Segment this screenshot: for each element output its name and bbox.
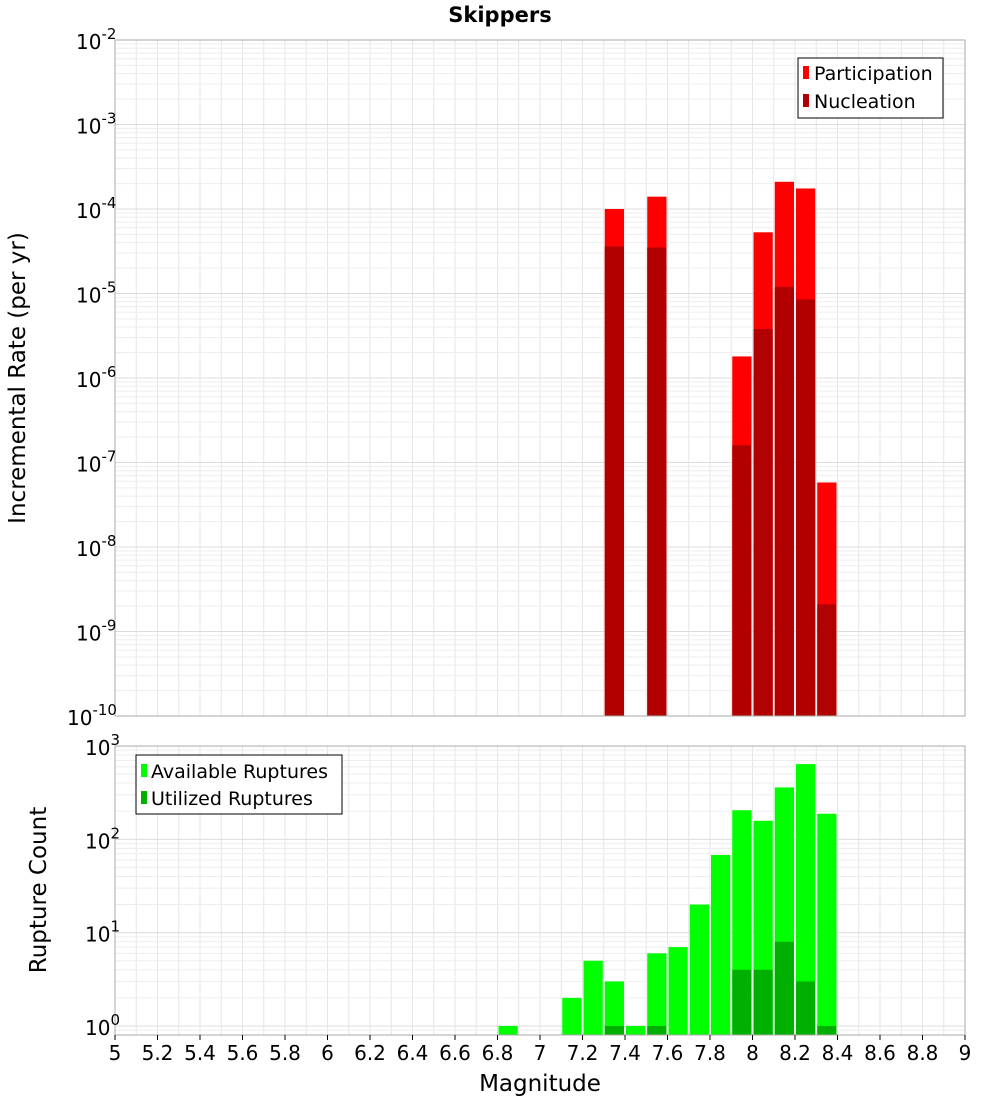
rate-bars <box>604 181 837 717</box>
legend-nucleation-swatch <box>803 94 809 107</box>
bar-available-ruptures <box>796 764 816 1035</box>
bar-utilized-ruptures <box>753 969 773 1035</box>
bar-utilized-ruptures <box>732 969 752 1035</box>
rate-y-axis-title: Incremental Rate (per yr) <box>5 232 31 524</box>
x-tick-label: 7.6 <box>652 1041 684 1065</box>
y-tick-label: 10-7 <box>76 448 116 477</box>
x-tick-label: 8.8 <box>907 1041 939 1065</box>
bar-available-ruptures <box>498 1025 518 1035</box>
bar-available-ruptures <box>626 1025 646 1035</box>
bar-nucleation <box>732 445 752 716</box>
x-tick-label: 7.2 <box>567 1041 599 1065</box>
y-tick-label: 10-10 <box>67 701 117 730</box>
rate-panel: 10-10 10-9 10-8 10-7 10-6 10-5 10-4 10-3 10-2 In… <box>5 25 966 730</box>
legend-participation-swatch <box>803 66 809 79</box>
y-tick-label: 10-5 <box>76 279 116 308</box>
bar-available-ruptures <box>647 953 667 1035</box>
legend-utilized-swatch <box>141 791 147 804</box>
count-legend: Available Ruptures Utilized Ruptures <box>135 754 343 815</box>
rate-plot-frame <box>114 39 966 717</box>
bar-available-ruptures <box>562 997 582 1035</box>
legend-available-label: Available Ruptures <box>151 761 328 783</box>
x-tick-label: 5.4 <box>184 1041 216 1065</box>
x-tick-label: 6.6 <box>439 1041 471 1065</box>
legend-participation-label: Participation <box>814 63 933 85</box>
magnitude-x-ticks: 5 5.2 5.4 5.6 5.8 6 6.2 6.4 6.6 6.8 7 7.2 7.4 7.6 7.8 8… <box>109 1035 972 1065</box>
count-panel: 100 101 102 103 5 5.2 5.4 5.6 5.8 6 6.2 6.4 6.6 6.8 7… <box>26 731 971 1097</box>
x-tick-label: 8 <box>746 1041 759 1065</box>
rate-legend-box <box>797 57 944 119</box>
y-tick-label: 103 <box>85 731 120 760</box>
bar-available-ruptures <box>817 813 837 1035</box>
x-tick-label: 7 <box>534 1041 547 1065</box>
x-axis-title: Magnitude <box>479 1071 601 1097</box>
bar-utilized-ruptures <box>796 981 816 1035</box>
bar-utilized-ruptures <box>647 1025 667 1035</box>
x-tick-label: 7.8 <box>694 1041 726 1065</box>
y-tick-label: 10-4 <box>76 194 116 223</box>
count-y-axis-title: Rupture Count <box>26 807 52 973</box>
x-tick-label: 8.4 <box>822 1041 854 1065</box>
rate-y-ticks: 10-10 10-9 10-8 10-7 10-6 10-5 10-4 10-3 10-2 <box>67 25 117 730</box>
bar-utilized-ruptures <box>817 1025 837 1035</box>
bar-nucleation <box>604 246 624 716</box>
bar-available-ruptures <box>604 981 624 1035</box>
x-tick-label: 8.6 <box>864 1041 896 1065</box>
legend-available-swatch <box>141 764 147 777</box>
count-y-ticks: 100 101 102 103 <box>85 731 120 1040</box>
x-tick-label: 9 <box>959 1041 972 1065</box>
x-tick-label: 6 <box>321 1041 334 1065</box>
y-tick-label: 10-8 <box>76 532 116 561</box>
y-tick-label: 100 <box>85 1011 120 1040</box>
x-tick-label: 7.4 <box>609 1041 641 1065</box>
bar-nucleation <box>796 299 816 716</box>
bar-nucleation <box>817 604 837 716</box>
bar-available-ruptures <box>668 947 688 1035</box>
x-tick-label: 5 <box>109 1041 122 1065</box>
x-tick-label: 5.8 <box>269 1041 301 1065</box>
x-tick-label: 6.2 <box>354 1041 386 1065</box>
bar-utilized-ruptures <box>604 1025 624 1035</box>
bar-nucleation <box>647 247 667 716</box>
bar-available-ruptures <box>711 854 731 1035</box>
bar-available-ruptures <box>583 960 603 1035</box>
x-tick-label: 8.2 <box>779 1041 811 1065</box>
x-tick-label: 6.8 <box>482 1041 514 1065</box>
count-legend-box <box>135 754 343 815</box>
legend-utilized-label: Utilized Ruptures <box>151 788 313 810</box>
bar-nucleation <box>774 286 794 716</box>
bar-available-ruptures <box>689 904 709 1035</box>
chart-title: Skippers <box>448 3 551 27</box>
x-tick-label: 5.2 <box>142 1041 174 1065</box>
y-tick-label: 10-3 <box>76 110 116 139</box>
rate-grid <box>114 39 966 717</box>
rate-legend: Participation Nucleation <box>797 57 944 119</box>
x-tick-label: 6.4 <box>397 1041 429 1065</box>
y-tick-label: 10-6 <box>76 363 116 392</box>
legend-nucleation-label: Nucleation <box>814 91 916 113</box>
x-tick-label: 5.6 <box>227 1041 259 1065</box>
bar-nucleation <box>753 329 773 716</box>
y-tick-label: 102 <box>85 824 120 853</box>
y-tick-label: 10-9 <box>76 617 116 646</box>
y-tick-label: 10-2 <box>76 25 116 54</box>
bar-utilized-ruptures <box>774 941 794 1035</box>
y-tick-label: 101 <box>85 918 120 947</box>
count-bars <box>498 764 837 1035</box>
